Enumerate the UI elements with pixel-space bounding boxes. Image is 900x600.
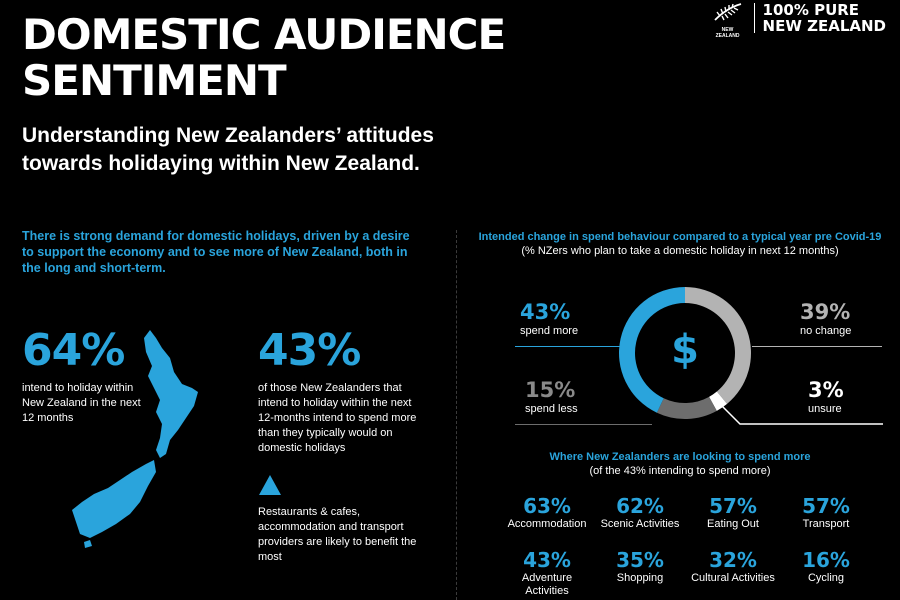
spend-more-subtitle: (of the 43% intending to spend more) <box>589 465 771 477</box>
fern-logo-text: NEW ZEALAND <box>715 27 740 39</box>
donut-segment-no-change <box>685 287 751 404</box>
stewart-island <box>84 540 92 548</box>
callout-unsure-value: 3% <box>808 378 844 402</box>
callout-no-change-label: no change <box>800 325 852 337</box>
intro-text: There is strong demand for domestic holi… <box>22 229 410 275</box>
donut-segment-spend-less <box>656 396 717 419</box>
page-subtitle: Understanding New Zealanders’ attitudes … <box>22 124 434 175</box>
callout-line-spend-more <box>515 346 627 347</box>
column-divider <box>456 230 457 600</box>
dollar-icon: $ <box>671 327 699 373</box>
callout-unsure-label: unsure <box>808 403 842 415</box>
callout-unsure: 3% unsure <box>808 378 844 416</box>
spend-category: 35% Shopping <box>585 548 695 585</box>
spend-category-label: Transport <box>802 518 850 530</box>
spend-more-stat: 43% <box>258 325 361 376</box>
callout-line-spend-less <box>515 424 652 425</box>
callout-spend-less: 15% spend less <box>525 378 578 416</box>
callout-spend-less-value: 15% <box>525 378 576 402</box>
spend-change-title: Intended change in spend behaviour compa… <box>478 231 882 243</box>
spend-category-value: 32% <box>709 548 757 572</box>
brand-wordmark: 100% PURE NEW ZEALAND <box>763 2 886 34</box>
callout-spend-more-label: spend more <box>520 325 579 337</box>
callout-line-no-change <box>752 346 882 347</box>
spend-change-heading: Intended change in spend behaviour compa… <box>460 230 900 258</box>
spend-more-text: of those New Zealanders that intend to h… <box>258 382 417 454</box>
callout-spend-more-value: 43% <box>520 300 571 324</box>
nz-map <box>72 330 198 548</box>
spend-category-value: 35% <box>616 548 664 572</box>
fern-icon <box>713 3 741 21</box>
spend-category-value: 62% <box>616 494 664 518</box>
callout-spend-more: 43% spend more <box>520 300 578 338</box>
spend-category: 57% Transport <box>771 494 881 531</box>
spend-category-label: Adventure Activities <box>521 572 573 597</box>
brand-line-2: NEW ZEALAND <box>762 17 886 35</box>
spend-category-label: Eating Out <box>707 518 759 530</box>
holiday-intent-text: intend to holiday within New Zealand in … <box>22 382 141 424</box>
spend-category-label: Cultural Activities <box>691 572 775 584</box>
fern-logo: NEW ZEALAND <box>710 2 746 39</box>
callout-spend-less-label: spend less <box>525 403 578 415</box>
holiday-intent-stat: 64% <box>22 325 125 376</box>
callout-no-change: 39% no change <box>800 300 851 338</box>
donut-segment-spend-more <box>619 287 685 413</box>
spend-category: 16% Cycling <box>771 548 881 585</box>
spend-more-heading: Where New Zealanders are looking to spen… <box>460 450 900 478</box>
callout-no-change-value: 39% <box>800 300 851 324</box>
spend-category-value: 57% <box>802 494 850 518</box>
spend-category-label: Cycling <box>807 572 845 584</box>
triangle-icon <box>259 475 281 495</box>
spend-category-label: Accommodation <box>507 518 587 530</box>
spend-category-value: 63% <box>523 494 571 518</box>
spend-category-value: 16% <box>802 548 850 572</box>
beneficiaries-note: Restaurants & cafes, accommodation and t… <box>258 506 417 563</box>
brand-line-1: 100% PURE <box>762 1 860 19</box>
spend-category: 32% Cultural Activities <box>678 548 788 585</box>
spend-change-subtitle: (% NZers who plan to take a domestic hol… <box>521 245 839 257</box>
spend-more-title: Where New Zealanders are looking to spen… <box>549 451 811 463</box>
page-title: DOMESTIC AUDIENCE SENTIMENT <box>22 10 506 105</box>
spend-category-label: Scenic Activities <box>600 518 680 530</box>
south-island <box>72 460 156 538</box>
north-island <box>144 330 198 458</box>
spend-category: 43% Adventure Activities <box>492 548 602 598</box>
spend-donut-chart <box>619 287 751 419</box>
spend-category-label: Shopping <box>616 572 664 584</box>
callout-line-unsure <box>719 403 883 425</box>
spend-category: 62% Scenic Activities <box>585 494 695 531</box>
spend-category-value: 43% <box>523 548 571 572</box>
brand-logo: NEW ZEALAND 100% PURE NEW ZEALAND <box>710 2 886 39</box>
spend-category: 57% Eating Out <box>678 494 788 531</box>
spend-category-value: 57% <box>709 494 757 518</box>
brand-divider <box>753 3 755 33</box>
spend-category: 63% Accommodation <box>492 494 602 531</box>
